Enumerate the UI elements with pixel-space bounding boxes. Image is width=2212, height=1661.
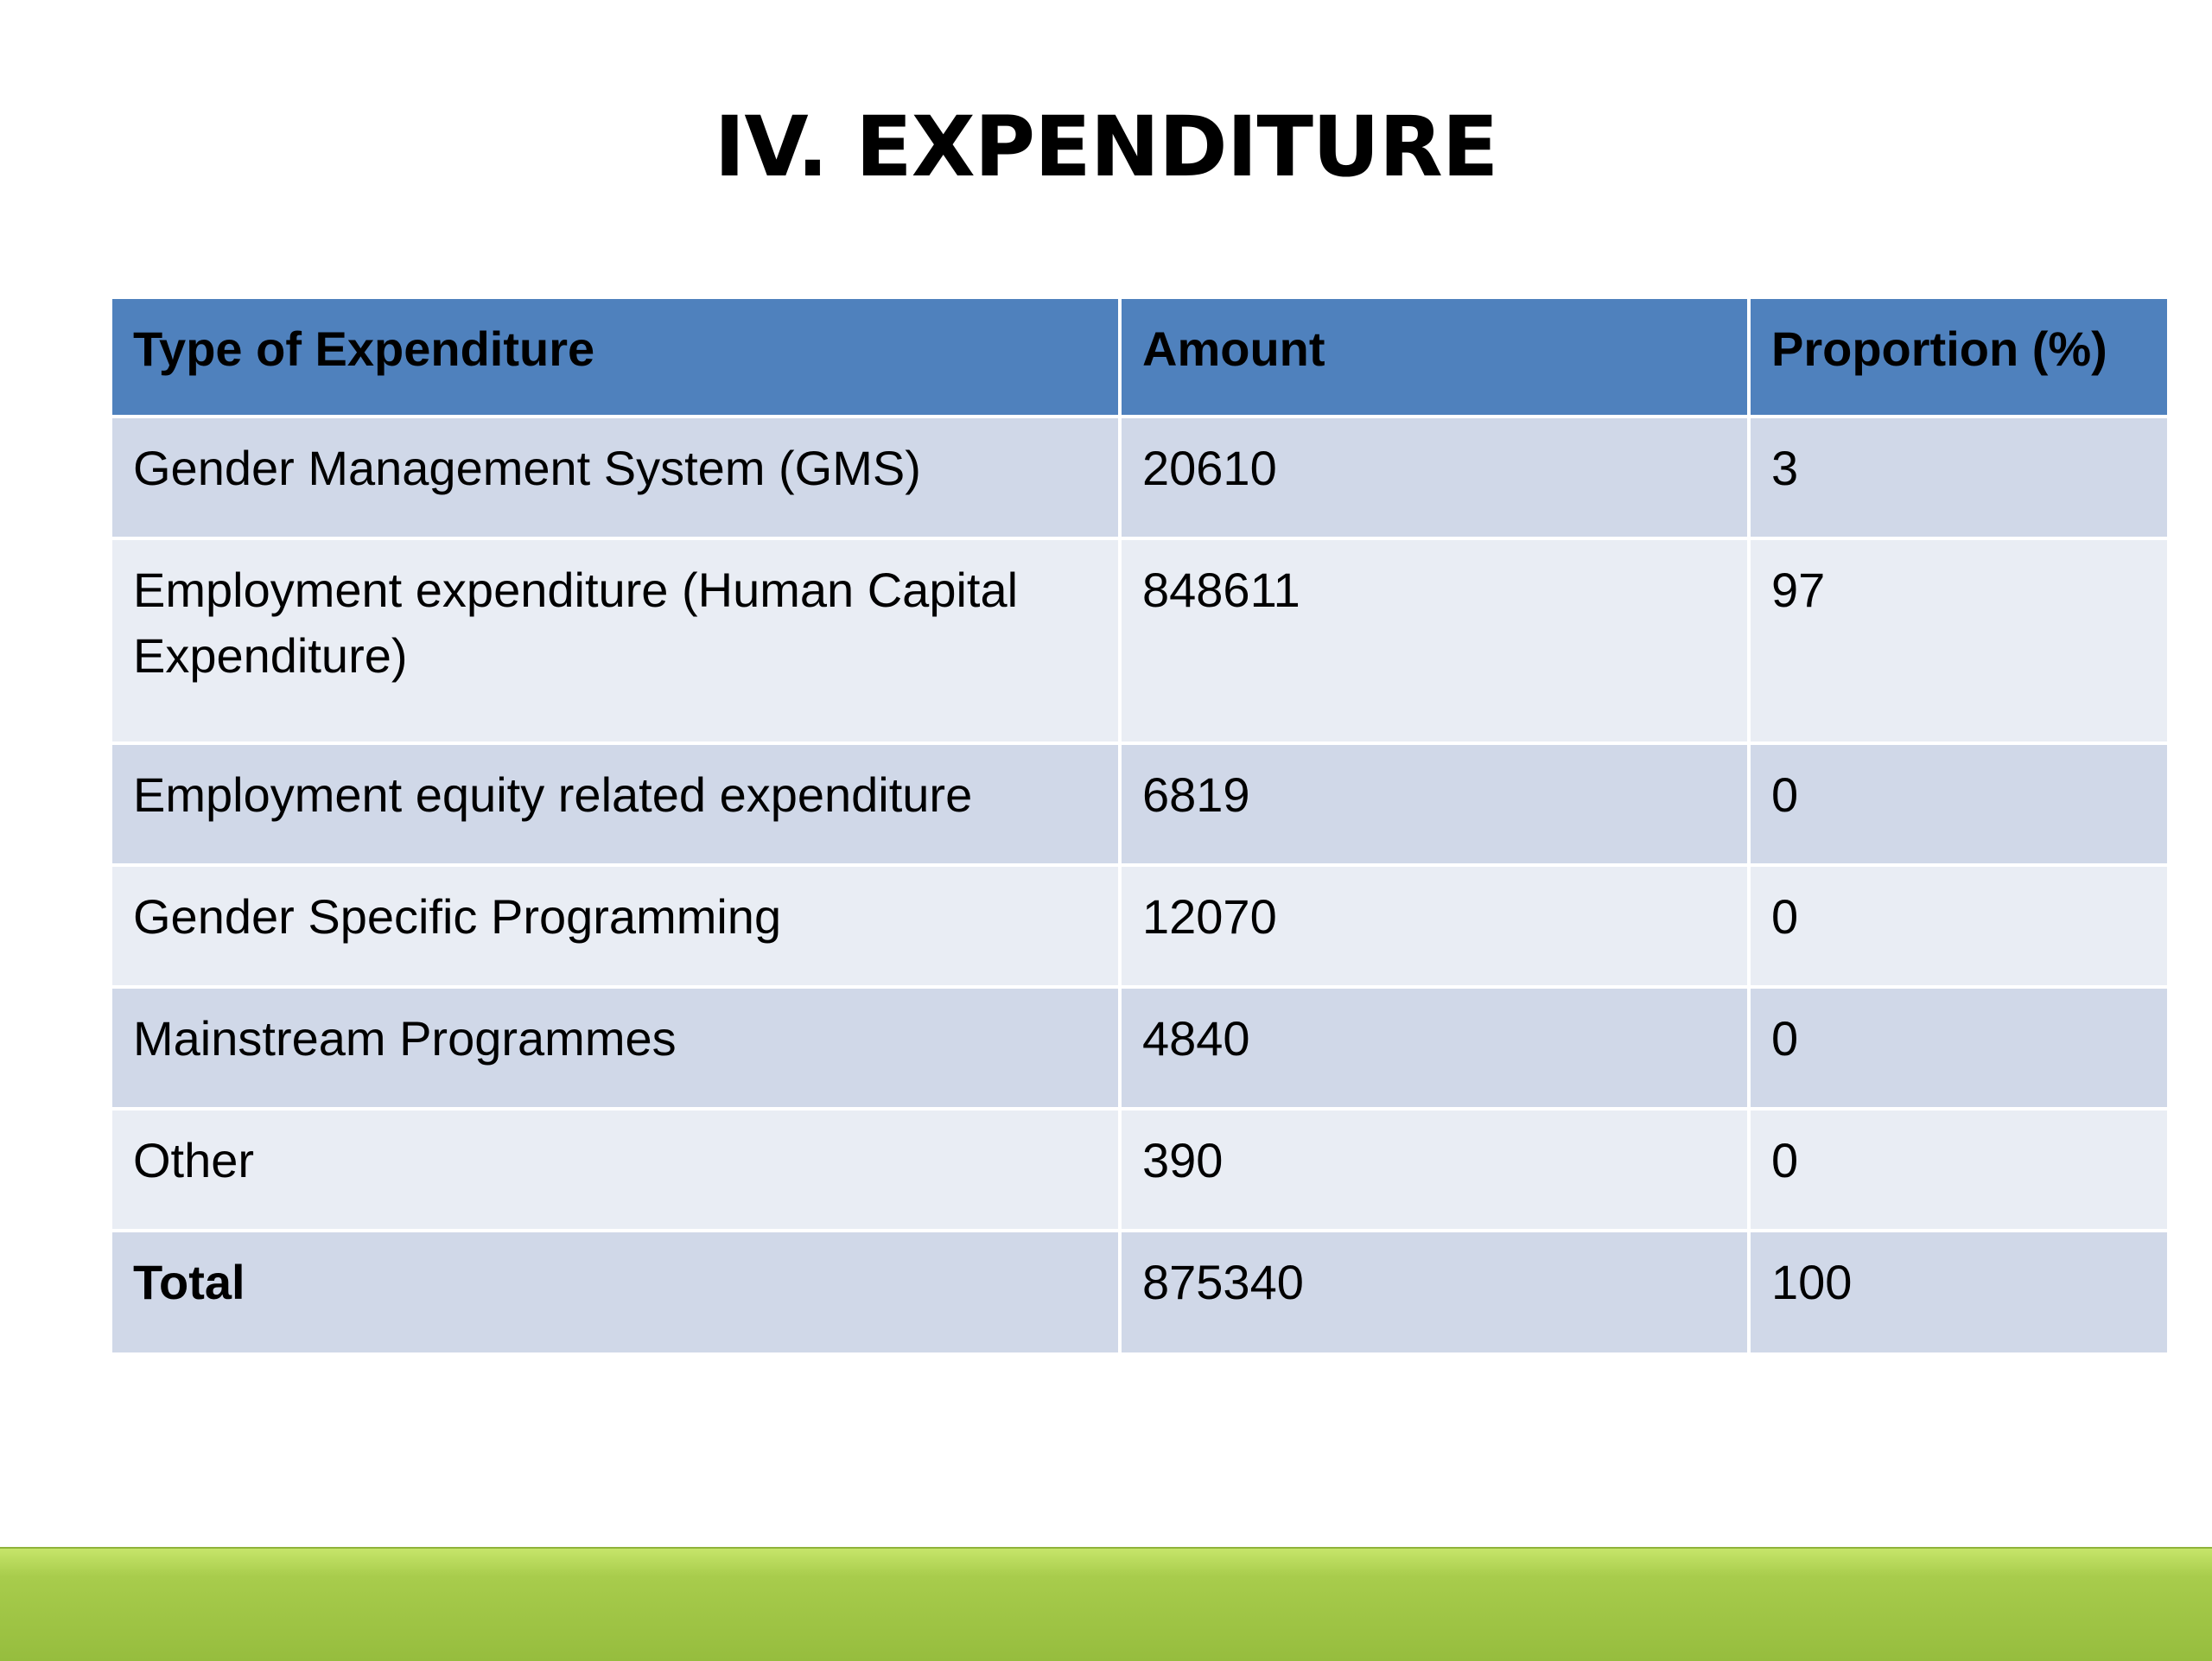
amount-cell: 390 xyxy=(1118,1107,1749,1231)
proportion-cell: 0 xyxy=(1747,985,2167,1109)
table-header-row: Type of Expenditure Amount Proportion (%… xyxy=(112,299,2167,418)
type-cell: Mainstream Programmes xyxy=(112,985,1120,1109)
header-proportion: Proportion (%) xyxy=(1747,299,2167,418)
expenditure-table-container: Type of Expenditure Amount Proportion (%… xyxy=(112,299,2167,1352)
expenditure-table: Type of Expenditure Amount Proportion (%… xyxy=(112,299,2167,1352)
slide-title: IV. EXPENDITURE xyxy=(714,99,1499,195)
total-label-cell: Total xyxy=(112,1229,1120,1352)
table-row: Other 390 0 xyxy=(112,1107,2167,1231)
table-row: Gender Specific Programming 12070 0 xyxy=(112,863,2167,987)
amount-cell: 6819 xyxy=(1118,741,1749,865)
table-row: Gender Management System (GMS) 20610 3 xyxy=(112,415,2167,538)
proportion-cell: 0 xyxy=(1747,1107,2167,1231)
table-row: Mainstream Programmes 4840 0 xyxy=(112,985,2167,1109)
proportion-cell: 0 xyxy=(1747,741,2167,865)
total-proportion-cell: 100 xyxy=(1747,1229,2167,1352)
type-cell: Gender Management System (GMS) xyxy=(112,415,1120,538)
proportion-cell: 3 xyxy=(1747,415,2167,538)
header-amount: Amount xyxy=(1118,299,1749,418)
table-total-row: Total 875340 100 xyxy=(112,1229,2167,1352)
amount-cell: 4840 xyxy=(1118,985,1749,1109)
amount-cell: 12070 xyxy=(1118,863,1749,987)
amount-cell: 848611 xyxy=(1118,537,1749,743)
amount-cell: 20610 xyxy=(1118,415,1749,538)
type-cell: Other xyxy=(112,1107,1120,1231)
table-row: Employment expenditure (Human Capital Ex… xyxy=(112,537,2167,743)
type-cell: Employment equity related expenditure xyxy=(112,741,1120,865)
type-cell: Gender Specific Programming xyxy=(112,863,1120,987)
total-amount-cell: 875340 xyxy=(1118,1229,1749,1352)
footer-bar xyxy=(0,1547,2212,1661)
header-type-of-expenditure: Type of Expenditure xyxy=(112,299,1120,418)
type-cell: Employment expenditure (Human Capital Ex… xyxy=(112,537,1120,743)
table-row: Employment equity related expenditure 68… xyxy=(112,741,2167,865)
proportion-cell: 97 xyxy=(1747,537,2167,743)
proportion-cell: 0 xyxy=(1747,863,2167,987)
